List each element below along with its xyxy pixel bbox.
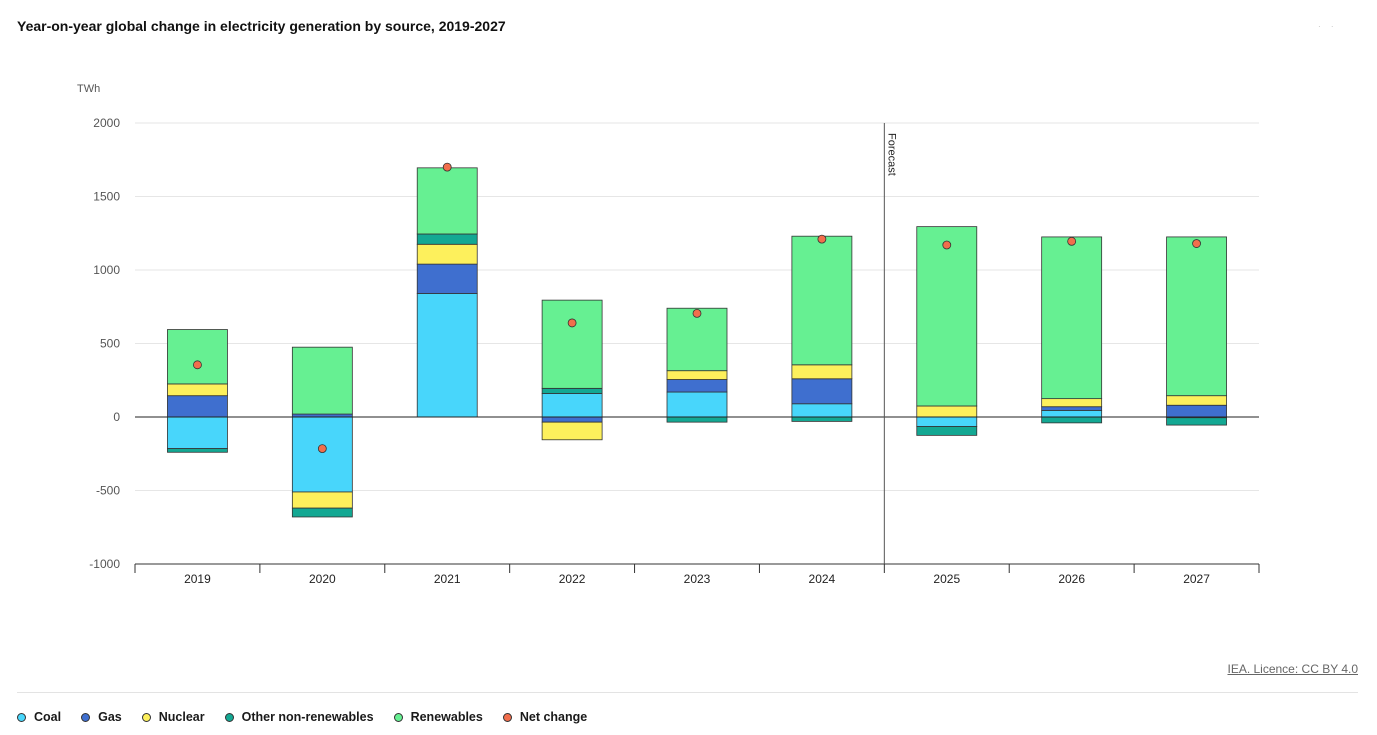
net-change-dot-2020[interactable] <box>317 444 327 454</box>
bar-nuclear-2024[interactable] <box>791 364 853 380</box>
net-change-markers <box>193 162 1201 454</box>
bar-nuclear-2025[interactable] <box>916 405 978 418</box>
bar-gas-2024[interactable] <box>791 378 853 405</box>
legend-label: Renewables <box>410 710 483 724</box>
x-tick-label: 2023 <box>684 572 711 586</box>
bar-other-non-renewables-2024[interactable] <box>791 416 853 422</box>
legend-item-coal[interactable]: Coal <box>17 710 61 724</box>
y-tick-label: 1500 <box>93 190 120 204</box>
chart-title: Year-on-year global change in electricit… <box>17 18 506 34</box>
y-tick-label: 2000 <box>93 116 120 130</box>
bar-coal-2024[interactable] <box>791 403 853 418</box>
legend-swatch-icon <box>393 712 403 722</box>
legend-swatch-icon <box>17 712 26 722</box>
bar-gas-2023[interactable] <box>666 379 728 393</box>
bar-coal-2025[interactable] <box>916 416 978 427</box>
y-tick-label: 500 <box>100 337 120 351</box>
bar-renewables-2023[interactable] <box>666 307 728 372</box>
x-tick-label: 2027 <box>1183 572 1210 586</box>
forecast-label: Forecast <box>885 133 897 176</box>
bar-renewables-2024[interactable] <box>791 235 853 366</box>
bar-coal-2023[interactable] <box>666 391 728 418</box>
legend-swatch-icon <box>141 712 151 722</box>
legend: Coal Gas Nuclear Other non-renewables Renewa… <box>17 710 607 724</box>
legend-label: Net change <box>519 710 588 724</box>
x-tick-label: 2019 <box>184 572 211 586</box>
bars <box>167 167 1227 518</box>
net-change-dot-2019[interactable] <box>193 360 202 370</box>
menu-dots-icon[interactable]: · · <box>1318 22 1338 31</box>
bar-nuclear-2027[interactable] <box>1166 395 1227 406</box>
legend-item-nuclear[interactable]: Nuclear <box>141 710 205 724</box>
y-axis-label: TWh <box>77 83 100 95</box>
bar-other-non-renewables-2019[interactable] <box>167 448 228 453</box>
bar-nuclear-2020[interactable] <box>291 491 353 509</box>
bar-nuclear-2022[interactable] <box>541 421 603 441</box>
bar-gas-2026[interactable] <box>1041 406 1103 411</box>
net-change-dot-2023[interactable] <box>692 308 702 318</box>
legend-label: Nuclear <box>158 710 205 724</box>
bar-gas-2027[interactable] <box>1166 404 1227 418</box>
y-tick-label: 0 <box>113 410 120 424</box>
legend-item-net-change[interactable]: Net change <box>502 710 588 724</box>
axes: 2000 1500 1000 500 0 -500 -1000 2019 2020 2021 202… <box>89 116 1260 586</box>
x-tick-label: 2021 <box>434 572 461 586</box>
bar-other-non-renewables-2025[interactable] <box>916 426 978 436</box>
legend-divider <box>17 692 1358 693</box>
x-tick-label: 2022 <box>559 572 586 586</box>
bar-nuclear-2019[interactable] <box>167 383 228 397</box>
bar-other-non-renewables-2020[interactable] <box>291 507 353 518</box>
bar-other-non-renewables-2023[interactable] <box>666 416 728 423</box>
bar-nuclear-2023[interactable] <box>666 370 728 380</box>
bar-renewables-2022[interactable] <box>541 299 603 389</box>
bar-coal-2020[interactable] <box>291 416 353 493</box>
net-change-dot-2022[interactable] <box>567 318 577 328</box>
legend-item-other-non-renewables[interactable]: Other non-renewables <box>224 710 374 724</box>
legend-label: Gas <box>98 710 122 724</box>
x-tick-label: 2026 <box>1058 572 1085 586</box>
y-tick-label: -500 <box>96 484 120 498</box>
y-tick-label: 1000 <box>93 263 120 277</box>
x-tick-label: 2020 <box>309 572 336 586</box>
bar-nuclear-2026[interactable] <box>1041 398 1103 408</box>
bar-gas-2019[interactable] <box>167 395 228 418</box>
x-tick-label: 2025 <box>933 572 960 586</box>
bar-coal-2026[interactable] <box>1041 409 1103 418</box>
credit-link[interactable]: IEA. Licence: CC BY 4.0 <box>1227 662 1358 676</box>
y-tick-label: -1000 <box>89 557 120 571</box>
bar-gas-2021[interactable] <box>416 263 478 294</box>
legend-swatch-icon <box>224 712 234 722</box>
bar-other-non-renewables-2026[interactable] <box>1041 416 1103 424</box>
bar-other-non-renewables-2027[interactable] <box>1166 417 1227 426</box>
net-change-dot-2021[interactable] <box>442 162 452 172</box>
legend-label: Other non-renewables <box>241 710 374 724</box>
legend-swatch-icon <box>502 712 512 722</box>
bar-other-non-renewables-2021[interactable] <box>416 233 478 245</box>
x-tick-label: 2024 <box>809 572 836 586</box>
net-change-dot-2025[interactable] <box>942 240 952 250</box>
net-change-dot-2026[interactable] <box>1067 236 1077 246</box>
net-change-dot-2024[interactable] <box>817 234 827 244</box>
bar-renewables-2019[interactable] <box>167 329 228 385</box>
legend-swatch-icon <box>81 712 91 722</box>
bar-renewables-2026[interactable] <box>1041 236 1103 400</box>
legend-item-gas[interactable]: Gas <box>81 710 122 724</box>
legend-label: Coal <box>34 710 62 724</box>
bar-nuclear-2021[interactable] <box>416 243 478 265</box>
bar-renewables-2020[interactable] <box>291 346 353 415</box>
bar-coal-2021[interactable] <box>416 293 478 418</box>
bar-renewables-2025[interactable] <box>916 226 978 407</box>
legend-item-renewables[interactable]: Renewables <box>393 710 483 724</box>
bar-renewables-2027[interactable] <box>1166 236 1227 397</box>
chart-area: 2000 1500 1000 500 0 -500 -1000 2019 2020 2021 202… <box>77 83 1260 586</box>
bar-renewables-2021[interactable] <box>416 167 478 235</box>
bar-gas-2022[interactable] <box>541 416 603 423</box>
bar-coal-2022[interactable] <box>541 393 603 418</box>
net-change-dot-2027[interactable] <box>1192 239 1201 248</box>
bar-coal-2019[interactable] <box>167 416 228 450</box>
bar-other-non-renewables-2022[interactable] <box>541 387 603 394</box>
